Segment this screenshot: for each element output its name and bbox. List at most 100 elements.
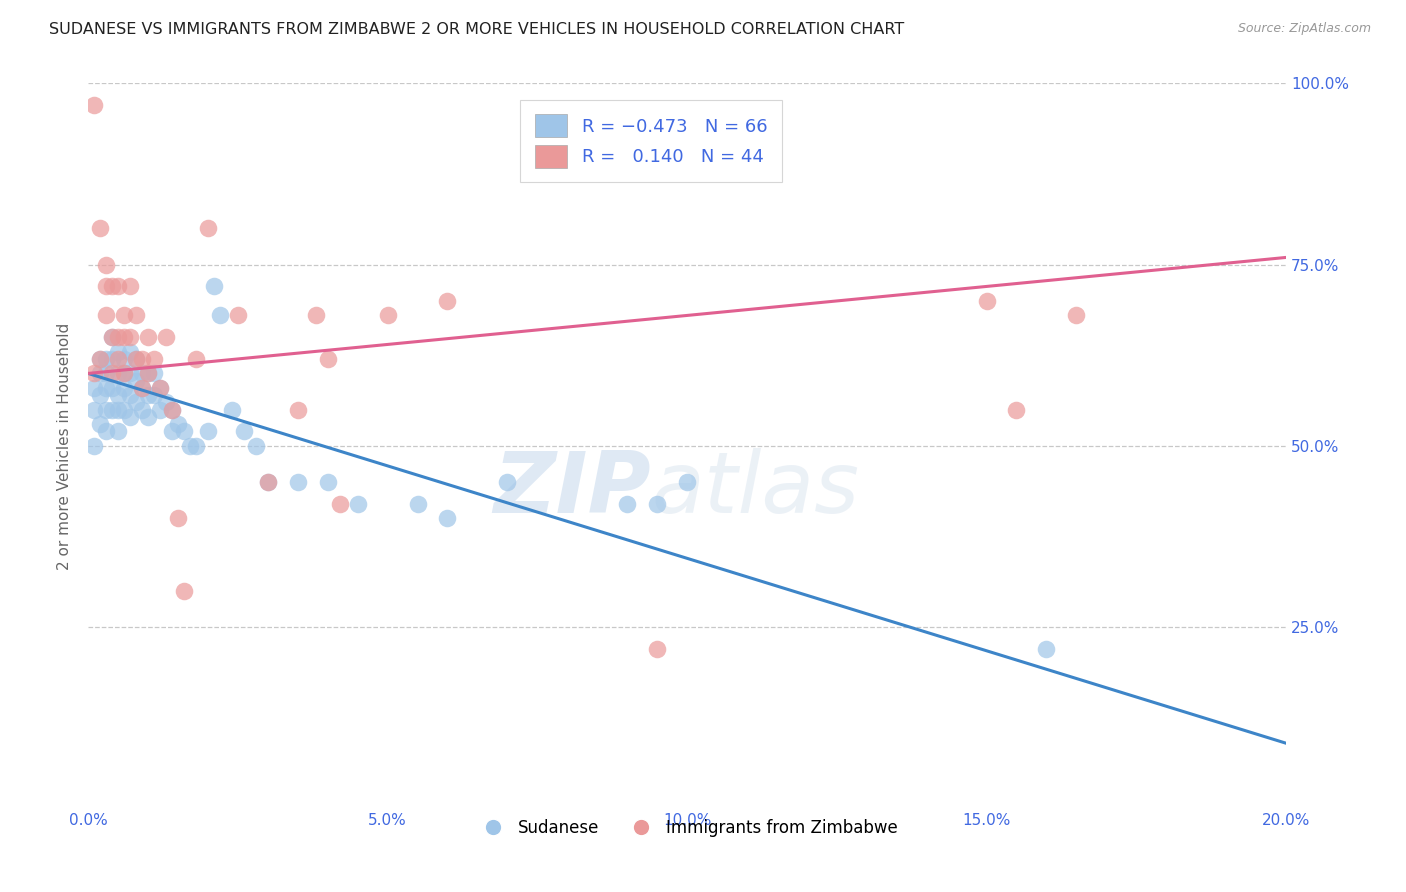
Point	[346, 497, 368, 511]
Point	[94, 381, 117, 395]
Point	[101, 330, 124, 344]
Point	[89, 221, 111, 235]
Point	[143, 367, 166, 381]
Point	[120, 344, 142, 359]
Legend: Sudanese, Immigrants from Zimbabwe: Sudanese, Immigrants from Zimbabwe	[470, 813, 904, 844]
Point	[287, 402, 309, 417]
Point	[167, 511, 190, 525]
Point	[107, 388, 129, 402]
Point	[112, 351, 135, 366]
Point	[125, 395, 148, 409]
Point	[179, 439, 201, 453]
Point	[112, 402, 135, 417]
Point	[645, 497, 668, 511]
Point	[143, 351, 166, 366]
Point	[155, 330, 177, 344]
Point	[101, 279, 124, 293]
Point	[94, 425, 117, 439]
Point	[107, 279, 129, 293]
Point	[316, 351, 339, 366]
Point	[305, 309, 328, 323]
Point	[83, 439, 105, 453]
Text: SUDANESE VS IMMIGRANTS FROM ZIMBABWE 2 OR MORE VEHICLES IN HOUSEHOLD CORRELATION: SUDANESE VS IMMIGRANTS FROM ZIMBABWE 2 O…	[49, 22, 904, 37]
Point	[136, 367, 159, 381]
Point	[131, 381, 153, 395]
Y-axis label: 2 or more Vehicles in Household: 2 or more Vehicles in Household	[58, 322, 72, 570]
Point	[436, 511, 458, 525]
Point	[107, 344, 129, 359]
Point	[131, 367, 153, 381]
Point	[83, 381, 105, 395]
Point	[107, 402, 129, 417]
Point	[160, 402, 183, 417]
Point	[107, 351, 129, 366]
Point	[173, 425, 195, 439]
Point	[155, 395, 177, 409]
Point	[160, 425, 183, 439]
Point	[436, 293, 458, 308]
Point	[83, 98, 105, 112]
Text: ZIP: ZIP	[494, 448, 651, 531]
Point	[120, 330, 142, 344]
Point	[184, 351, 207, 366]
Point	[101, 330, 124, 344]
Point	[149, 402, 172, 417]
Point	[149, 381, 172, 395]
Point	[136, 330, 159, 344]
Point	[406, 497, 429, 511]
Point	[89, 351, 111, 366]
Point	[125, 351, 148, 366]
Point	[83, 367, 105, 381]
Point	[256, 475, 278, 490]
Point	[101, 402, 124, 417]
Point	[136, 409, 159, 424]
Point	[89, 417, 111, 432]
Point	[107, 367, 129, 381]
Point	[676, 475, 699, 490]
Point	[125, 309, 148, 323]
Point	[89, 388, 111, 402]
Point	[89, 367, 111, 381]
Point	[143, 388, 166, 402]
Point	[89, 351, 111, 366]
Point	[125, 374, 148, 388]
Point	[316, 475, 339, 490]
Point	[197, 221, 219, 235]
Point	[94, 279, 117, 293]
Point	[112, 309, 135, 323]
Point	[131, 402, 153, 417]
Point	[160, 402, 183, 417]
Point	[94, 309, 117, 323]
Point	[94, 258, 117, 272]
Point	[202, 279, 225, 293]
Point	[377, 309, 399, 323]
Point	[197, 425, 219, 439]
Point	[112, 367, 135, 381]
Point	[232, 425, 254, 439]
Point	[125, 351, 148, 366]
Point	[1005, 402, 1028, 417]
Text: Source: ZipAtlas.com: Source: ZipAtlas.com	[1237, 22, 1371, 36]
Point	[136, 367, 159, 381]
Point	[221, 402, 243, 417]
Point	[167, 417, 190, 432]
Point	[107, 330, 129, 344]
Point	[112, 330, 135, 344]
Point	[131, 381, 153, 395]
Point	[120, 279, 142, 293]
Point	[112, 367, 135, 381]
Point	[1066, 309, 1088, 323]
Point	[131, 351, 153, 366]
Point	[136, 388, 159, 402]
Point	[120, 367, 142, 381]
Point	[173, 583, 195, 598]
Point	[287, 475, 309, 490]
Point	[94, 351, 117, 366]
Point	[120, 409, 142, 424]
Point	[94, 402, 117, 417]
Point	[149, 381, 172, 395]
Point	[184, 439, 207, 453]
Point	[245, 439, 267, 453]
Point	[208, 309, 231, 323]
Point	[256, 475, 278, 490]
